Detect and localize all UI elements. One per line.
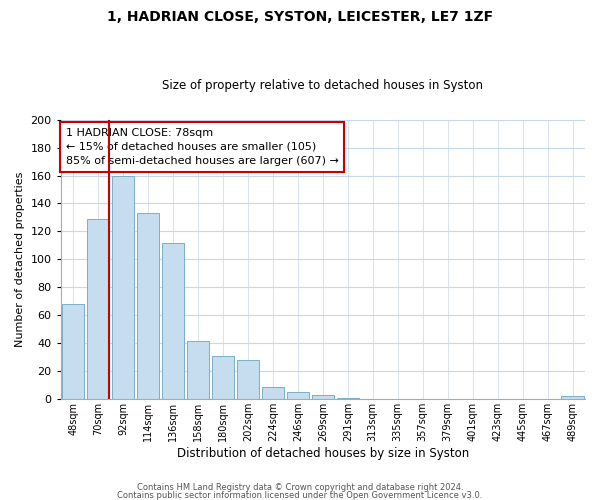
Bar xyxy=(311,395,334,400)
Bar xyxy=(137,214,160,400)
Bar xyxy=(187,340,209,400)
Bar xyxy=(337,398,359,400)
Title: Size of property relative to detached houses in Syston: Size of property relative to detached ho… xyxy=(163,79,484,92)
Bar xyxy=(162,242,184,400)
Text: Contains HM Land Registry data © Crown copyright and database right 2024.: Contains HM Land Registry data © Crown c… xyxy=(137,484,463,492)
Bar xyxy=(112,176,134,400)
Bar xyxy=(561,396,584,400)
Y-axis label: Number of detached properties: Number of detached properties xyxy=(15,172,25,347)
Bar xyxy=(287,392,309,400)
Bar xyxy=(87,219,109,400)
Text: Contains public sector information licensed under the Open Government Licence v3: Contains public sector information licen… xyxy=(118,490,482,500)
Text: 1, HADRIAN CLOSE, SYSTON, LEICESTER, LE7 1ZF: 1, HADRIAN CLOSE, SYSTON, LEICESTER, LE7… xyxy=(107,10,493,24)
Bar xyxy=(262,386,284,400)
Bar xyxy=(212,356,234,400)
Text: 1 HADRIAN CLOSE: 78sqm
← 15% of detached houses are smaller (105)
85% of semi-de: 1 HADRIAN CLOSE: 78sqm ← 15% of detached… xyxy=(66,128,339,166)
Bar xyxy=(237,360,259,400)
X-axis label: Distribution of detached houses by size in Syston: Distribution of detached houses by size … xyxy=(177,447,469,460)
Bar xyxy=(62,304,85,400)
